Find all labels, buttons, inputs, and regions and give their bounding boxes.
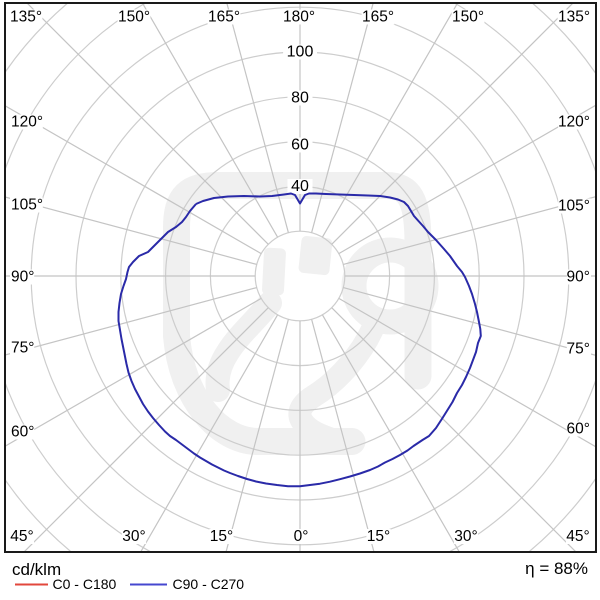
svg-text:180°: 180° bbox=[283, 9, 315, 26]
svg-text:η = 88%: η = 88% bbox=[525, 559, 588, 578]
svg-text:80: 80 bbox=[291, 90, 309, 107]
svg-text:75°: 75° bbox=[567, 341, 590, 358]
svg-text:60°: 60° bbox=[567, 421, 590, 438]
svg-text:90°: 90° bbox=[567, 269, 590, 286]
svg-text:60: 60 bbox=[291, 137, 309, 154]
svg-text:75°: 75° bbox=[11, 340, 34, 357]
svg-text:C0 - C180: C0 - C180 bbox=[53, 576, 117, 592]
svg-text:30°: 30° bbox=[122, 528, 145, 545]
svg-text:40: 40 bbox=[291, 178, 309, 195]
svg-text:105°: 105° bbox=[11, 197, 43, 214]
svg-text:100: 100 bbox=[287, 44, 314, 61]
svg-text:45°: 45° bbox=[10, 528, 33, 545]
svg-text:15°: 15° bbox=[367, 528, 390, 545]
svg-text:135°: 135° bbox=[10, 9, 42, 26]
svg-text:105°: 105° bbox=[558, 198, 590, 215]
svg-text:0°: 0° bbox=[294, 528, 309, 545]
svg-text:150°: 150° bbox=[452, 9, 484, 26]
svg-text:150°: 150° bbox=[118, 9, 150, 26]
svg-text:165°: 165° bbox=[208, 9, 240, 26]
svg-text:135°: 135° bbox=[558, 9, 590, 26]
svg-text:30°: 30° bbox=[454, 528, 477, 545]
svg-text:60°: 60° bbox=[11, 424, 34, 441]
svg-text:120°: 120° bbox=[558, 114, 590, 131]
svg-text:45°: 45° bbox=[566, 528, 589, 545]
svg-text:90°: 90° bbox=[11, 269, 34, 286]
svg-text:cd/klm: cd/klm bbox=[12, 560, 61, 579]
svg-text:165°: 165° bbox=[362, 9, 394, 26]
svg-text:C90 - C270: C90 - C270 bbox=[173, 576, 245, 592]
svg-text:120°: 120° bbox=[11, 114, 43, 131]
svg-text:15°: 15° bbox=[210, 528, 233, 545]
